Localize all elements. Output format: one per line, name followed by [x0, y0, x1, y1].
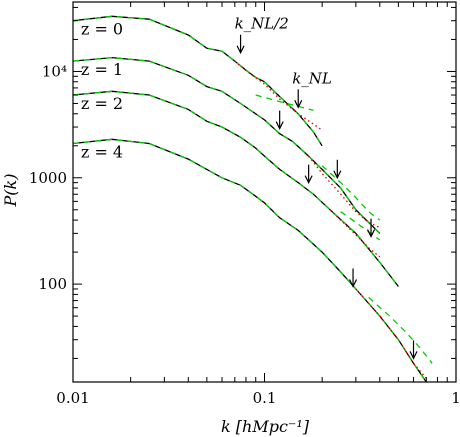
arrow-label-0-0: k_NL/2	[235, 15, 289, 33]
x-tick-label-0: 0.01	[56, 389, 89, 407]
y-tick-label-0: 100	[38, 275, 67, 293]
series-line-3	[73, 138, 427, 382]
arrow-head-3-1	[409, 351, 418, 360]
y-tick-label-1: 1000	[29, 169, 67, 187]
series-line-2	[73, 90, 399, 287]
z-label-3: z = 4	[81, 143, 123, 162]
series-dotted-3	[355, 288, 427, 379]
series-line-dashed-3	[73, 138, 427, 382]
arrows-layer	[236, 34, 418, 360]
series-dashed-2	[340, 211, 381, 241]
series-dotted-1	[308, 155, 381, 229]
series-dashed-0	[255, 94, 314, 112]
arrow-head-1-0	[275, 121, 284, 130]
arrow-head-2-0	[304, 175, 313, 184]
arrow-head-3-0	[349, 279, 358, 288]
y-tick-label-2: 10⁴	[42, 62, 67, 80]
z-label-1: z = 1	[81, 60, 123, 79]
plot-frame	[72, 1, 457, 383]
series-line-dashed-1	[73, 56, 381, 234]
series-dotted-0	[234, 60, 323, 131]
arrow-head-0-1	[294, 100, 303, 109]
arrow-head-1-1	[333, 170, 342, 180]
series-dashed-3	[368, 296, 433, 364]
arrow-head-2-1	[366, 229, 376, 238]
series-line-dashed-0	[73, 15, 323, 147]
z-label-2: z = 2	[81, 94, 123, 113]
x-axis-label: k [hMpc⁻¹]	[221, 417, 310, 436]
series-dashed-1	[321, 165, 381, 221]
arrow-label-0-1: k_NL	[292, 69, 332, 87]
z-label-0: z = 0	[81, 20, 123, 39]
x-tick-label-2: 1	[451, 389, 460, 407]
x-tick-label-1: 0.1	[253, 389, 277, 407]
labels-layer: z = 0 k_NL/2 k_NL z = 1 z = 2 z = 4 0.01 0.1 1 10…	[29, 15, 460, 407]
series-line-dashed-2	[73, 90, 399, 287]
curves-layer	[73, 15, 433, 382]
y-axis-label: P(k)	[1, 174, 20, 208]
arrow-head-0-0	[236, 45, 245, 55]
ticks-layer	[72, 2, 457, 382]
series-dotted-2	[329, 209, 381, 258]
